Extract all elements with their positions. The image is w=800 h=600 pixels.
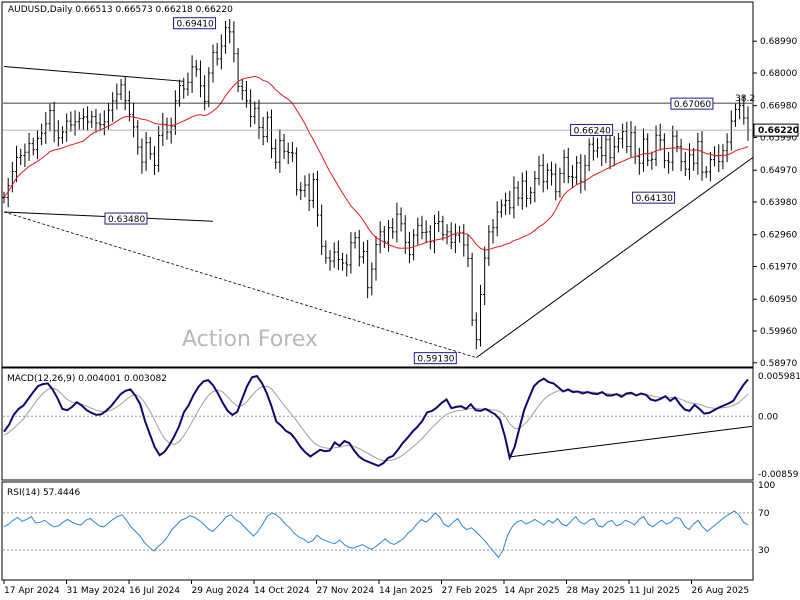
rsi-line bbox=[3, 510, 749, 559]
x-tick-label: 29 Aug 2024 bbox=[192, 586, 250, 596]
price-y-tick-label: 0.61970 bbox=[760, 263, 797, 273]
x-tick-label: 31 May 2024 bbox=[67, 586, 126, 596]
price-annotation-label: 0.59130 bbox=[417, 355, 454, 365]
support-trendline bbox=[476, 156, 754, 359]
x-tick-label: 14 Oct 2024 bbox=[254, 586, 310, 596]
price-annotation-box bbox=[104, 212, 148, 225]
macd-y-tick-label: 0.005981 bbox=[758, 372, 800, 382]
price-annotation-box bbox=[670, 97, 714, 110]
upper-trendline bbox=[3, 66, 184, 82]
rsi-title: RSI(14) 57.4446 bbox=[7, 488, 80, 498]
x-tick-label: 14 Jan 2025 bbox=[379, 586, 433, 596]
current-price-label: 0.66220 bbox=[758, 126, 799, 136]
rsi-y-tick-label: 100 bbox=[758, 481, 775, 491]
x-tick-label: 27 Nov 2024 bbox=[317, 586, 375, 596]
watermark: Action Forex bbox=[182, 327, 318, 352]
price-annotation-box bbox=[632, 191, 676, 204]
price-y-tick-label: 0.68990 bbox=[760, 37, 797, 47]
macd-y-tick-label: 0.00 bbox=[758, 412, 778, 422]
price-layer: 0.69410 0.63480 0.59130 0.66240 0.64130 0.670… bbox=[2, 17, 755, 365]
rsi-y-tick-label: 70 bbox=[758, 509, 770, 519]
price-panel-frame bbox=[1, 1, 754, 368]
x-tick-label: 11 Jul 2025 bbox=[629, 586, 680, 596]
x-tick-label: 16 Jul 2024 bbox=[129, 586, 180, 596]
price-y-tick-label: 0.65990 bbox=[760, 133, 797, 143]
dotted-trendline bbox=[3, 211, 477, 359]
price-annotation-box bbox=[413, 352, 457, 365]
price-annotation-box bbox=[570, 123, 614, 136]
price-y-tick-label: 0.59960 bbox=[760, 327, 797, 337]
price-y-tick-label: 0.62960 bbox=[760, 231, 797, 241]
price-y-tick-label: 0.66980 bbox=[760, 102, 797, 112]
x-tick-label: 28 May 2025 bbox=[567, 586, 626, 596]
price-y-tick-label: 0.60950 bbox=[760, 295, 797, 305]
price-y-tick-label: 0.63980 bbox=[760, 198, 797, 208]
macd-line bbox=[3, 374, 749, 468]
fib-label: 38.2 bbox=[735, 94, 755, 104]
x-tick-label: 14 Apr 2025 bbox=[504, 586, 560, 596]
price-annotation-label: 0.69410 bbox=[177, 20, 214, 30]
price-annotation-label: 0.63480 bbox=[108, 215, 145, 225]
price-y-tick-label: 0.64970 bbox=[760, 166, 797, 176]
rsi-y-tick-label: 30 bbox=[758, 546, 770, 556]
macd-y-tick-label: -0.00859 bbox=[758, 470, 799, 480]
price-annotation-box bbox=[173, 17, 217, 30]
macd-trendline bbox=[509, 425, 753, 458]
current-price-box bbox=[753, 123, 799, 137]
rsi-panel-frame bbox=[1, 481, 754, 581]
price-y-tick-label: 0.68000 bbox=[760, 69, 797, 79]
price-title: AUDUSD,Daily 0.66513 0.66573 0.66218 0.6… bbox=[8, 5, 233, 15]
axis-layer: 0.68990 0.68000 0.66980 0.65990 0.64970 0.639… bbox=[3, 37, 800, 596]
moving-average-line bbox=[3, 75, 749, 251]
macd-panel-frame bbox=[1, 367, 754, 481]
price-annotation-label: 0.66240 bbox=[574, 126, 611, 136]
x-tick-label: 26 Aug 2025 bbox=[692, 586, 750, 596]
x-tick-label: 27 Feb 2025 bbox=[442, 586, 498, 596]
price-annotation-label: 0.64130 bbox=[636, 194, 673, 204]
price-annotation-label: 0.67060 bbox=[674, 100, 711, 110]
price-y-tick-label: 0.58970 bbox=[760, 359, 797, 369]
macd-title: MACD(12,26,9) 0.004001 0.003082 bbox=[7, 374, 167, 384]
macd-layer bbox=[3, 374, 753, 468]
rsi-layer bbox=[3, 510, 752, 559]
x-tick-label: 17 Apr 2024 bbox=[4, 586, 60, 596]
